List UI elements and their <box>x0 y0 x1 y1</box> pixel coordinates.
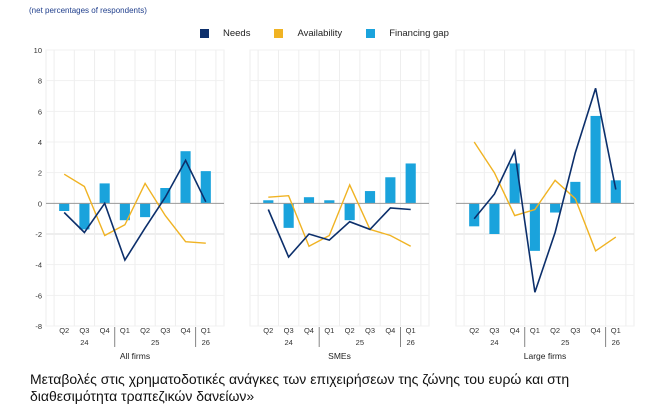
panel-title: Large firms <box>524 351 567 361</box>
x-year-label: 24 <box>490 338 498 347</box>
x-tick-label: Q1 <box>611 326 621 335</box>
line-needs <box>63 158 207 262</box>
x-year-label: 26 <box>407 338 415 347</box>
x-tick-label: Q1 <box>201 326 211 335</box>
x-tick-label: Q1 <box>530 326 540 335</box>
x-tick-label: Q3 <box>160 326 170 335</box>
y-tick-label: 0 <box>38 199 42 208</box>
x-tick-label: Q2 <box>59 326 69 335</box>
x-tick-label: Q3 <box>79 326 89 335</box>
panel-large-firms: Q2 Q3 Q4 Q1 Q2 Q3 Q4 Q1 24 25 26 Large firms <box>455 49 635 361</box>
x-tick-label: Q4 <box>100 326 110 335</box>
x-year-label: 25 <box>561 338 569 347</box>
bar-financing-gap <box>79 203 90 230</box>
legend-label-needs: Needs <box>223 28 251 39</box>
x-tick-label: Q2 <box>550 326 560 335</box>
legend-item-availability: Availability <box>274 28 342 39</box>
y-tick-label: -4 <box>35 261 42 270</box>
x-tick-label: Q2 <box>469 326 479 335</box>
y-tick-label: 8 <box>38 77 42 86</box>
bar-financing-gap <box>489 203 500 234</box>
panel-all-firms: Q2 Q3 Q4 Q1 Q2 Q3 Q4 Q1 24 25 26 All firms <box>45 49 225 361</box>
bar-financing-gap <box>200 171 211 204</box>
y-tick-label: 2 <box>38 169 42 178</box>
x-tick-label: Q3 <box>365 326 375 335</box>
bar-financing-gap <box>263 200 274 204</box>
chart-legend: Needs Availability Financing gap <box>200 28 473 39</box>
x-year-label: 25 <box>151 338 159 347</box>
bar-financing-gap <box>405 163 416 204</box>
bar-financing-gap <box>119 203 130 221</box>
x-tick-label: Q1 <box>324 326 334 335</box>
bar-financing-gap <box>570 181 581 204</box>
x-tick-label: Q4 <box>510 326 520 335</box>
x-tick-label: Q2 <box>140 326 150 335</box>
bar-financing-gap <box>59 203 70 211</box>
bar-financing-gap <box>364 191 376 204</box>
bar-financing-gap <box>469 203 480 227</box>
bar-financing-gap <box>610 180 621 204</box>
y-tick-label: -8 <box>35 322 42 331</box>
chart-subtitle: (net percentages of respondents) <box>29 6 147 15</box>
line-needs <box>267 207 411 259</box>
bar-financing-gap <box>180 151 191 204</box>
x-tick-label: Q3 <box>570 326 580 335</box>
x-year-label: 24 <box>80 338 88 347</box>
x-year-label: 24 <box>284 338 292 347</box>
x-tick-label: Q4 <box>591 326 601 335</box>
line-availability <box>473 141 617 252</box>
y-tick-label: 4 <box>38 138 42 147</box>
line-availability <box>63 173 206 244</box>
bar-financing-gap <box>590 115 601 204</box>
bar-financing-gap <box>140 203 151 218</box>
bar-financing-gap <box>283 203 294 228</box>
y-tick-label: -6 <box>35 291 42 300</box>
legend-swatch-needs <box>200 29 209 38</box>
panel-smes: Q2 Q3 Q4 Q1 Q2 Q3 Q4 Q1 24 25 26 SMEs <box>249 49 430 361</box>
x-tick-label: Q1 <box>406 326 416 335</box>
bar-financing-gap <box>509 163 520 204</box>
bar-financing-gap <box>344 203 355 221</box>
x-tick-label: Q4 <box>181 326 191 335</box>
legend-item-financing-gap: Financing gap <box>366 28 449 39</box>
line-availability <box>268 183 412 248</box>
chart-caption: Μεταβολές στις χρηματοδοτικές ανάγκες τω… <box>30 371 570 404</box>
x-tick-label: Q2 <box>345 326 355 335</box>
legend-item-needs: Needs <box>200 28 250 39</box>
bar-financing-gap <box>385 177 396 204</box>
x-tick-label: Q4 <box>385 326 395 335</box>
x-year-label: 26 <box>612 338 620 347</box>
legend-label-availability: Availability <box>297 28 343 39</box>
panel-title: SMEs <box>328 351 351 361</box>
bar-financing-gap <box>324 200 335 204</box>
x-tick-label: Q3 <box>284 326 294 335</box>
bar-financing-gap <box>550 203 561 213</box>
x-tick-label: Q4 <box>304 326 314 335</box>
y-tick-label: 10 <box>34 46 42 55</box>
line-needs <box>473 88 617 293</box>
y-tick-label: -2 <box>35 230 42 239</box>
x-year-label: 25 <box>356 338 364 347</box>
y-tick-label: 6 <box>38 107 42 116</box>
legend-swatch-availability <box>274 29 284 38</box>
legend-swatch-financing-gap <box>366 29 376 38</box>
x-tick-label: Q2 <box>263 326 273 335</box>
x-year-label: 26 <box>202 338 210 347</box>
panel-title: All firms <box>120 351 150 361</box>
bar-financing-gap <box>529 203 540 251</box>
legend-label-financing-gap: Financing gap <box>389 28 449 39</box>
x-tick-label: Q1 <box>120 326 130 335</box>
bar-financing-gap <box>99 183 110 204</box>
bar-financing-gap <box>303 197 315 204</box>
x-tick-label: Q3 <box>489 326 499 335</box>
